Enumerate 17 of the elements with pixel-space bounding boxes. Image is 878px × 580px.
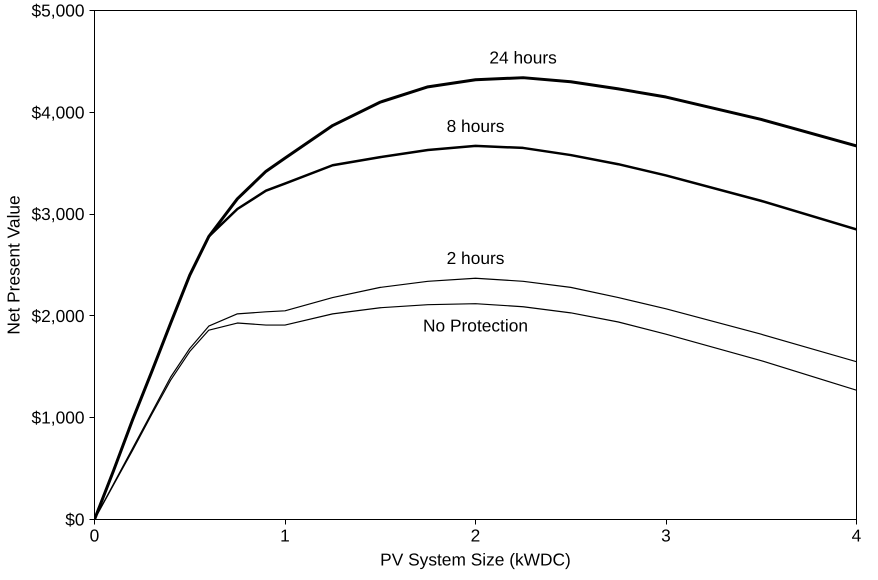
y-tick-label: $4,000	[32, 102, 84, 122]
x-tick-label: 4	[852, 526, 862, 546]
y-tick-label: $5,000	[32, 0, 84, 20]
y-axis-title: Net Present Value	[4, 195, 24, 335]
series-label: 2 hours	[446, 248, 505, 268]
x-tick-label: 3	[661, 526, 671, 546]
series-label: 8 hours	[446, 116, 505, 136]
series-label: No Protection	[423, 316, 528, 336]
y-tick-label: $0	[65, 510, 85, 530]
series-label: 24 hours	[489, 48, 558, 68]
x-tick-label: 1	[280, 526, 290, 546]
y-tick-label: $3,000	[32, 204, 84, 224]
x-axis-title: PV System Size (kWDC)	[380, 550, 571, 570]
x-tick-label: 2	[470, 526, 480, 546]
y-tick-label: $1,000	[32, 408, 84, 428]
x-tick-label: 0	[90, 526, 100, 546]
y-tick-label: $2,000	[32, 306, 84, 326]
